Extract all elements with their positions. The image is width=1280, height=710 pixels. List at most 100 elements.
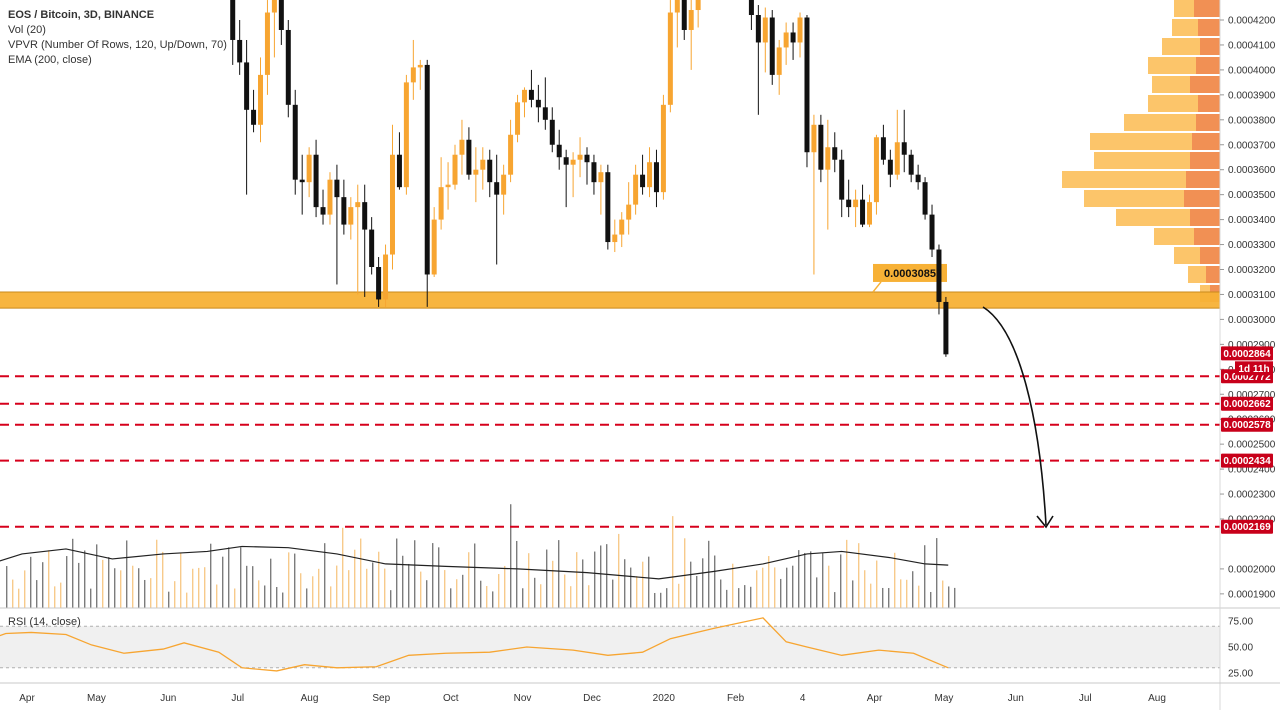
rsi-tick-label: 50.00 (1228, 643, 1253, 654)
level-price-tag-box (1221, 519, 1273, 534)
last-price-tag-box (1221, 346, 1273, 361)
price-tick-label: 0.0003800 (1228, 115, 1276, 126)
volume-bar (540, 584, 542, 608)
candle-body (230, 0, 236, 40)
volume-bar (42, 562, 44, 608)
price-tick-label: 0.0002900 (1228, 340, 1276, 351)
price-tick-label: 0.0002400 (1228, 465, 1276, 476)
candle-body (334, 179, 340, 198)
volume-profile-row (1162, 38, 1200, 55)
candle-body (535, 99, 541, 108)
volume-bar (318, 568, 320, 608)
volume-profile-row (1124, 114, 1196, 131)
volume-profile-row (1194, 0, 1220, 17)
zone-price-label-box (873, 263, 947, 282)
price-tick-label: 0.0003900 (1228, 90, 1276, 101)
volume-bar (102, 559, 104, 608)
candle-body (306, 154, 312, 183)
volume-bar (762, 567, 764, 608)
candle-body (445, 184, 451, 188)
volume-bar (588, 585, 590, 608)
candle-body (867, 202, 872, 225)
candle-body (264, 12, 270, 75)
volume-bar (504, 565, 506, 608)
candle-body (383, 254, 389, 300)
candle-body (832, 147, 838, 160)
volume-profile-row (1200, 247, 1220, 264)
indicator-ema[interactable]: EMA (200, close) (8, 54, 92, 66)
price-tick-label: 0.0004200 (1228, 16, 1276, 27)
volume-profile-row (1184, 190, 1220, 207)
indicator-volume[interactable]: Vol (20) (8, 24, 46, 36)
candle-body (936, 249, 942, 302)
volume-bar (636, 576, 638, 608)
volume-bar (828, 565, 830, 608)
candle-body (873, 137, 879, 203)
volume-profile-row (1174, 247, 1200, 264)
candle-body (783, 32, 789, 48)
indicator-vpvr[interactable]: VPVR (Number Of Rows, 120, Up/Down, 70) (8, 39, 227, 51)
volume-bar (942, 580, 944, 608)
candle-body (362, 202, 368, 230)
volume-bar (360, 538, 362, 608)
candle-body (341, 197, 347, 225)
volume-bar (6, 566, 8, 608)
ema-line (0, 545, 949, 580)
rsi-pane (0, 607, 1280, 672)
target-levels (0, 375, 1220, 528)
volume-bar (198, 567, 200, 608)
candle-body (922, 182, 928, 215)
volume-profile-row (1148, 57, 1196, 74)
candle-body (348, 207, 354, 225)
volume-bar (402, 555, 404, 608)
volume-bar (162, 551, 164, 608)
volume-bar (732, 563, 734, 608)
volume-bar (690, 561, 692, 608)
volume-bar (576, 552, 578, 608)
volume-bar (90, 588, 92, 608)
candle-body (320, 207, 326, 215)
candle-body (797, 17, 803, 43)
candle-body (901, 142, 907, 155)
time-tick-label: 2020 (653, 693, 676, 704)
volume-bar (648, 556, 650, 608)
candle-body (480, 159, 486, 170)
volume-bar (654, 592, 656, 608)
volume-profile-row (1116, 209, 1190, 226)
volume-bar (936, 538, 938, 608)
volume-bar (270, 558, 272, 608)
candle-body (452, 154, 458, 185)
candle-body (633, 174, 639, 205)
symbol-title[interactable]: EOS / Bitcoin, 3D, BINANCE (8, 9, 155, 21)
volume-bar (114, 568, 116, 608)
time-axis[interactable]: Apr May Jun Jul Aug Sep Oct Nov Dec 2020 Feb 4 Apr Ma… (0, 682, 1280, 704)
candle-body (887, 159, 893, 175)
volume-profile-row (1186, 171, 1220, 188)
volume-bar (684, 538, 686, 608)
candle-body (424, 64, 430, 275)
volume-bar (564, 574, 566, 608)
volume-profile-row (1192, 133, 1220, 150)
countdown-tag-box (1235, 361, 1273, 376)
candle-body (626, 204, 632, 220)
volume-bar (594, 551, 596, 608)
volume-bar (156, 539, 158, 608)
time-tick-label: May (87, 693, 106, 704)
volume-bar (492, 591, 494, 608)
level-price-tag: 0.0002772 (1223, 372, 1271, 383)
volume-bar (18, 588, 20, 608)
ema-200-line (0, 545, 949, 580)
candle-body (667, 12, 673, 105)
rsi-legend[interactable]: RSI (14, close) (8, 616, 81, 628)
candle-body (271, 0, 277, 13)
volume-bar (294, 553, 296, 608)
volume-bars (6, 504, 956, 608)
volume-bar (642, 561, 644, 608)
volume-bar (810, 551, 812, 608)
time-tick-label: Dec (583, 693, 601, 704)
volume-bar (96, 544, 98, 608)
candle-body (355, 202, 361, 208)
time-tick-label: Jul (231, 693, 244, 704)
candle-body (915, 174, 921, 183)
